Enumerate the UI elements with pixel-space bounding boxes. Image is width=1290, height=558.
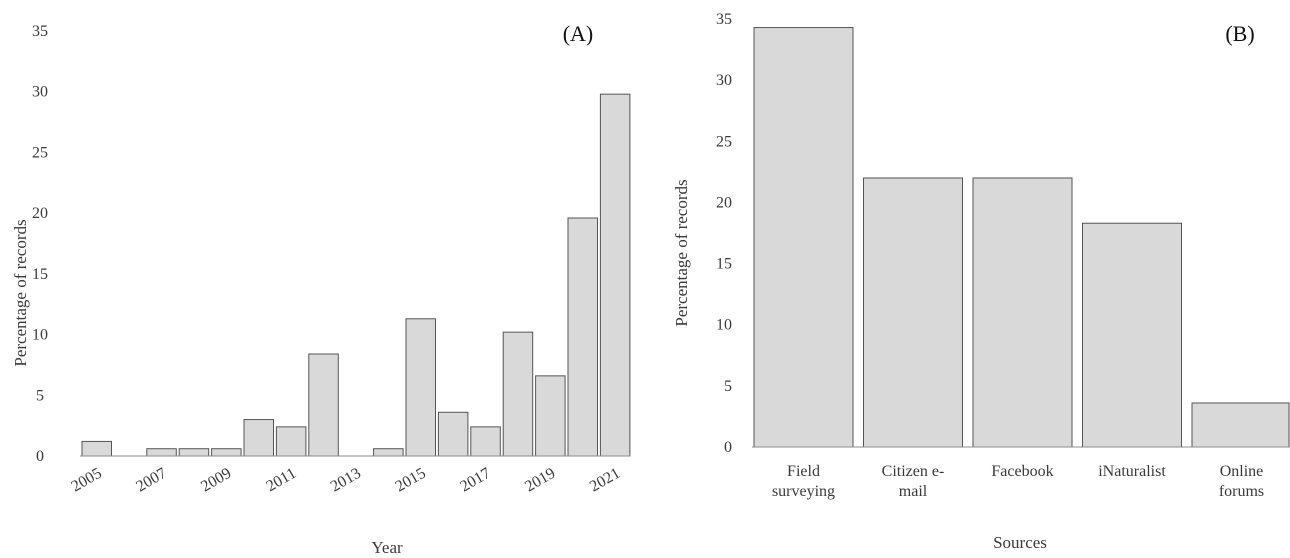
panel-b-y-tick-label: 15	[716, 256, 732, 273]
panel-b-x-tick-label: Citizen e-mail	[882, 463, 945, 500]
panel-a-y-tick-label: 30	[32, 84, 48, 101]
panel-b-y-tick-label: 25	[716, 133, 732, 150]
panel-a-bar	[502, 331, 534, 457]
panel-a-bar	[211, 448, 242, 457]
panel-a-x-tick-label: 2021	[587, 465, 623, 496]
panel-a-y-axis-title: Percentage of records	[11, 219, 30, 366]
panel-a-x-tick-label: 2019	[522, 465, 558, 496]
panel-a-bar	[178, 448, 210, 457]
panel-b-bar	[972, 177, 1073, 448]
panel-a-x-tick-label: 2015	[393, 465, 429, 496]
panel-b-sources-chart: 0 5 10 15 20 25 30 35 Field surveying Citizen e-m…	[672, 11, 1290, 552]
panel-a-x-tick-label: 2017	[457, 465, 493, 496]
panel-b-y-tick-label: 35	[716, 11, 732, 28]
panel-a-bar	[243, 419, 274, 457]
panel-a-bar	[275, 426, 307, 457]
panel-a-label: (A)	[563, 21, 594, 46]
panel-b-bar	[753, 27, 854, 448]
panel-a-x-tick-label: 2007	[133, 465, 169, 496]
panel-b-label: (B)	[1225, 21, 1254, 46]
panel-a-bar	[599, 93, 631, 457]
panel-a-y-tick-label: 20	[32, 205, 48, 222]
panel-b-y-tick-label: 10	[716, 317, 732, 334]
panel-a-y-tick-label: 25	[32, 144, 48, 161]
panel-a-y-tick-label: 10	[32, 327, 48, 344]
panel-b-x-tick-label: Field surveying	[772, 463, 835, 500]
panel-b-x-ticks: Field surveying Citizen e-mail Facebook iNat…	[772, 463, 1264, 500]
panel-b-x-tick-label: iNaturalist	[1098, 463, 1166, 480]
panel-b-y-ticks: 0 5 10 15 20 25 30 35	[716, 11, 732, 456]
panel-a-bar	[437, 411, 469, 457]
panel-a-bar	[470, 426, 501, 457]
panel-a-bar	[373, 448, 404, 457]
panel-a-y-tick-label: 15	[32, 266, 48, 283]
panel-b-x-tick-label: Online forums	[1219, 463, 1264, 500]
panel-a-x-axis-title: Year	[371, 538, 403, 557]
panel-b-y-tick-label: 0	[724, 439, 732, 456]
panel-a-x-ticks: 2005 2007 2009 2011 2013 2015 2017 2019 2021	[69, 465, 624, 496]
panel-a-bar	[308, 353, 339, 457]
panel-a-y-tick-label: 5	[36, 387, 44, 404]
panel-a-bar	[535, 375, 566, 457]
panel-b-x-tick-label: Facebook	[991, 463, 1053, 480]
panel-b-bar	[863, 177, 963, 448]
panel-b-y-tick-label: 30	[716, 72, 732, 89]
panel-b-y-axis-title: Percentage of records	[672, 179, 691, 326]
panel-a-y-ticks: 0 5 10 15 20 25 30 35	[32, 23, 48, 465]
panel-b-bars	[753, 27, 1290, 448]
panel-a-x-tick-label: 2009	[198, 465, 234, 496]
panel-a-y-tick-label: 35	[32, 23, 48, 40]
panel-b-y-tick-label: 20	[716, 194, 732, 211]
panel-a-x-tick-label: 2013	[328, 465, 364, 496]
panel-a-x-tick-label: 2005	[69, 465, 105, 496]
panel-b-bar	[1191, 402, 1290, 448]
panel-a-bars	[81, 93, 631, 457]
panel-a-bar	[81, 440, 112, 457]
panel-a-bar	[146, 448, 177, 457]
panel-a-bar	[567, 217, 598, 457]
panel-b-y-tick-label: 5	[724, 378, 732, 395]
panel-b-bar	[1082, 222, 1182, 448]
panel-a-y-tick-label: 0	[36, 448, 44, 465]
panel-a-bar	[405, 318, 436, 457]
panel-b-x-axis-title: Sources	[993, 533, 1047, 552]
panel-a-x-tick-label: 2011	[263, 465, 299, 495]
